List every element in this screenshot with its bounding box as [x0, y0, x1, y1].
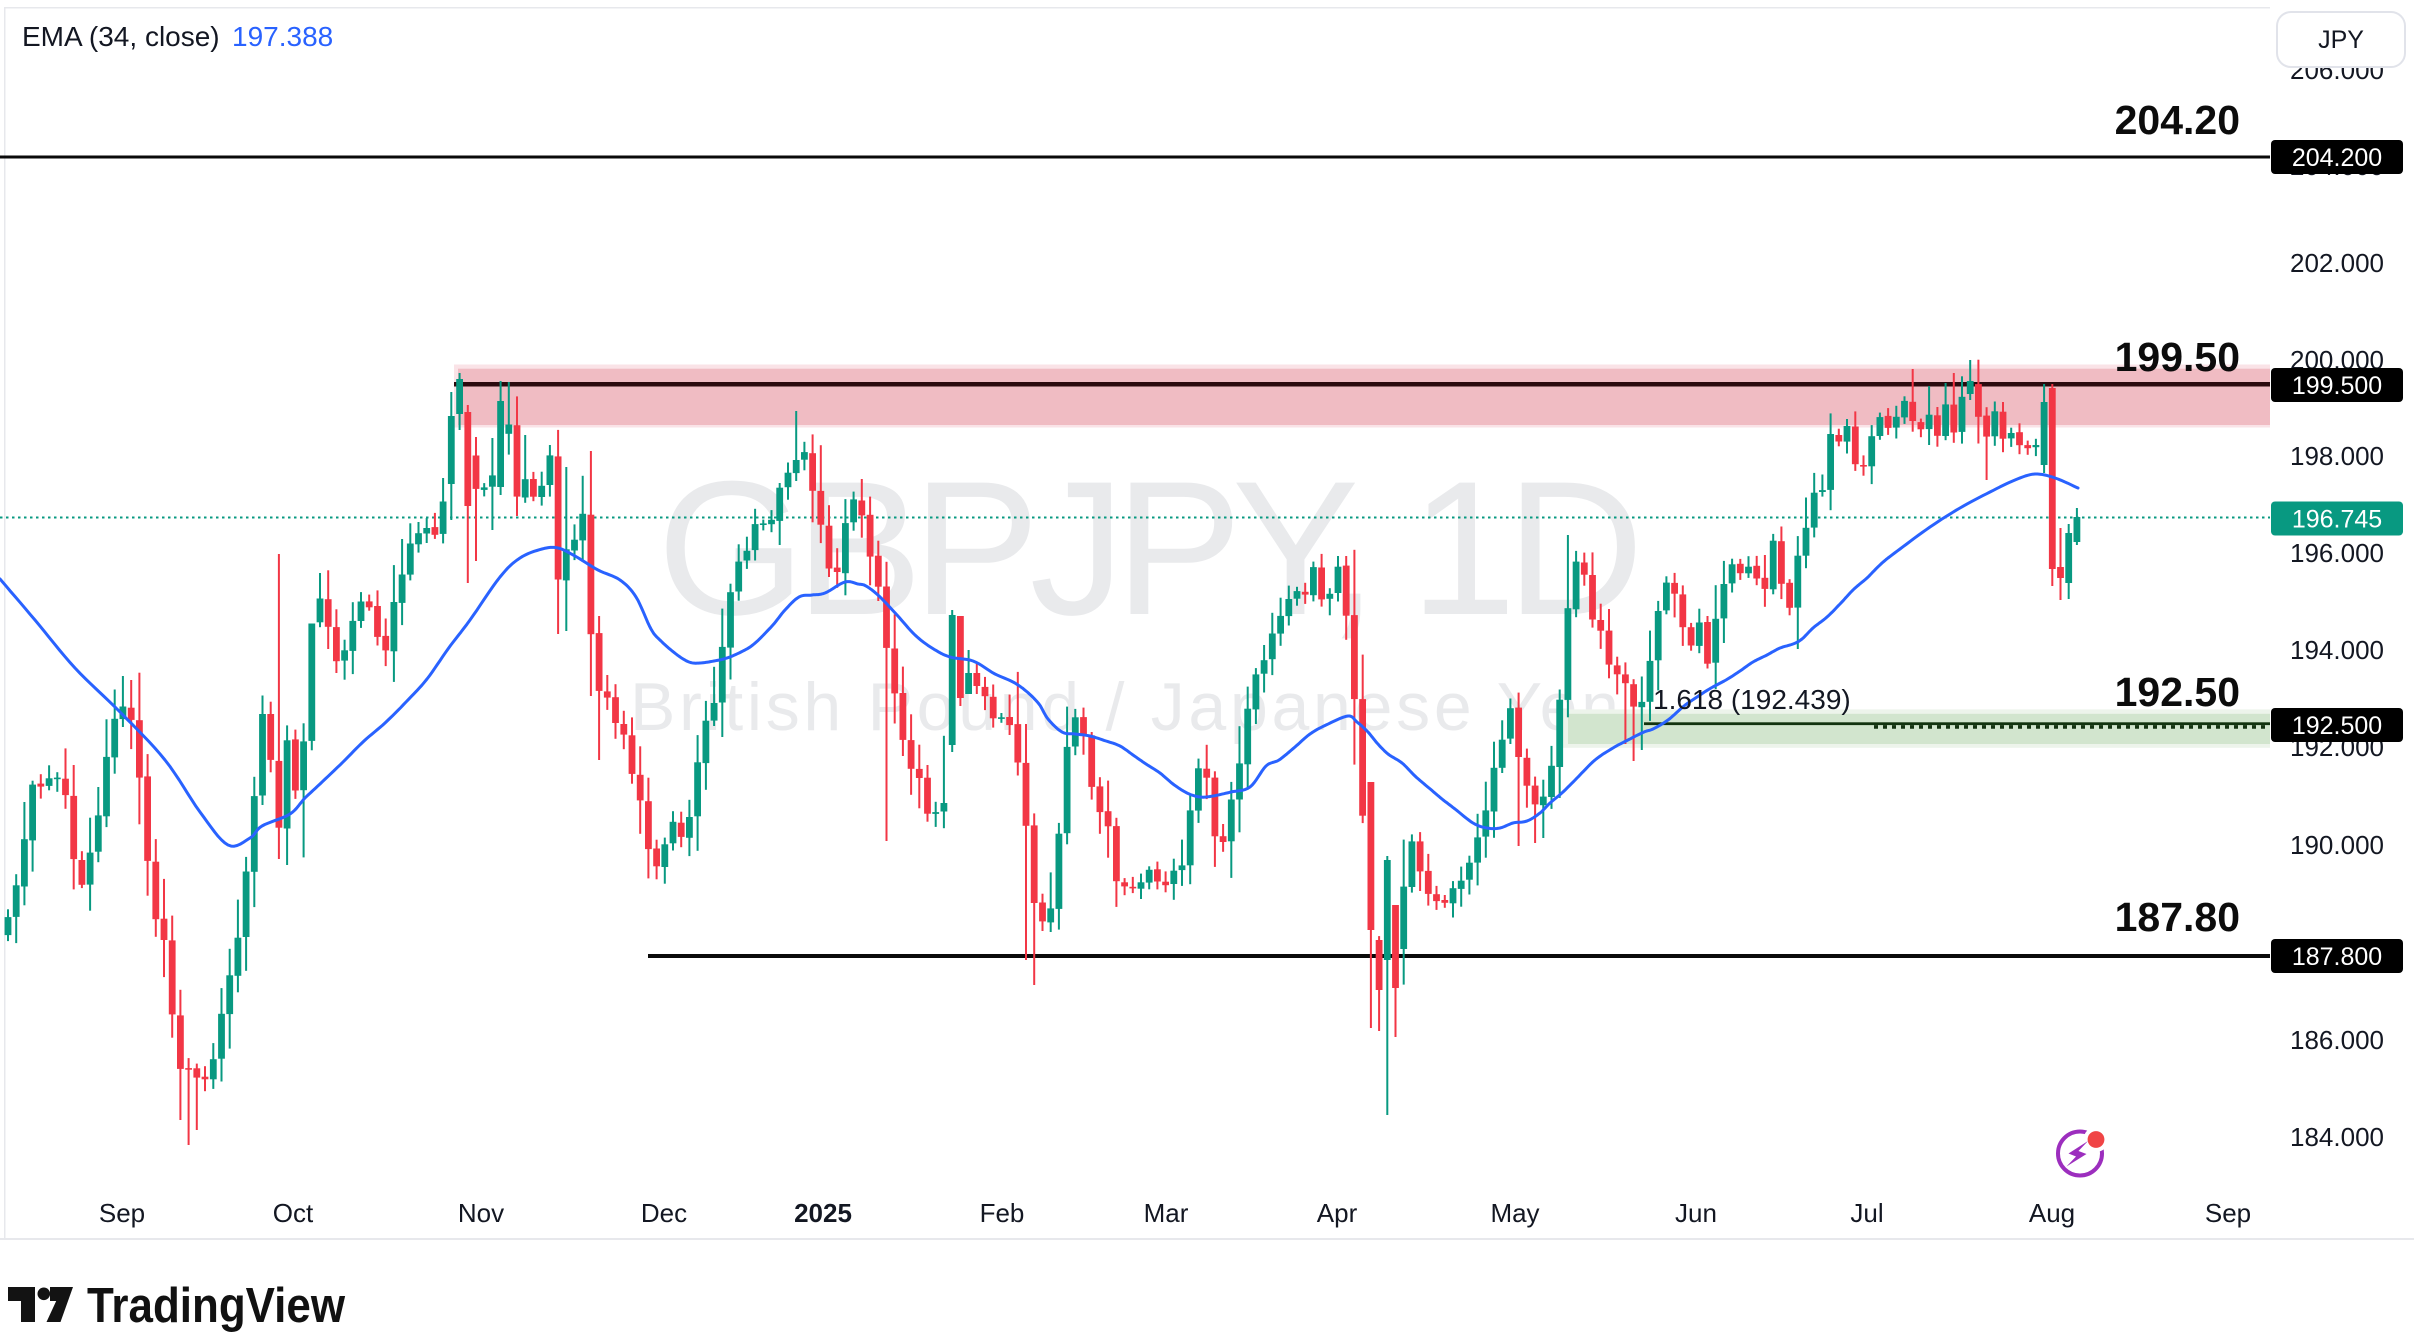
- svg-text:194.000: 194.000: [2290, 635, 2384, 665]
- svg-text:Mar: Mar: [1144, 1198, 1189, 1228]
- svg-text:Jul: Jul: [1850, 1198, 1883, 1228]
- svg-text:196.745: 196.745: [2292, 506, 2382, 534]
- svg-text:197.388: 197.388: [232, 21, 333, 52]
- svg-text:GBPJPY, 1D: GBPJPY, 1D: [657, 442, 1644, 655]
- svg-text:JPY: JPY: [2318, 26, 2364, 54]
- svg-text:Feb: Feb: [980, 1198, 1025, 1228]
- svg-text:199.500: 199.500: [2292, 372, 2382, 400]
- svg-text:Jun: Jun: [1675, 1198, 1717, 1228]
- svg-text:Apr: Apr: [1317, 1198, 1358, 1228]
- svg-text:Sep: Sep: [99, 1198, 145, 1228]
- svg-text:184.000: 184.000: [2290, 1122, 2384, 1152]
- svg-text:2025: 2025: [794, 1198, 852, 1228]
- svg-text:196.000: 196.000: [2290, 538, 2384, 568]
- svg-text:190.000: 190.000: [2290, 830, 2384, 860]
- svg-text:198.000: 198.000: [2290, 441, 2384, 471]
- svg-text:Nov: Nov: [458, 1198, 504, 1228]
- svg-text:187.800: 187.800: [2292, 943, 2382, 971]
- svg-text:186.000: 186.000: [2290, 1025, 2384, 1055]
- svg-text:1.618 (192.439): 1.618 (192.439): [1653, 684, 1851, 715]
- svg-text:Aug: Aug: [2029, 1198, 2075, 1228]
- svg-text:Oct: Oct: [273, 1198, 314, 1228]
- svg-text:204.20: 204.20: [2115, 97, 2240, 143]
- svg-text:199.50: 199.50: [2115, 334, 2240, 380]
- svg-text:Sep: Sep: [2205, 1198, 2251, 1228]
- svg-text:EMA (34, close): EMA (34, close): [22, 21, 220, 52]
- svg-text:202.000: 202.000: [2290, 248, 2384, 278]
- svg-text:TradingView: TradingView: [87, 1279, 346, 1333]
- svg-text:204.200: 204.200: [2292, 144, 2382, 172]
- svg-text:May: May: [1490, 1198, 1539, 1228]
- svg-text:192.50: 192.50: [2115, 669, 2240, 715]
- svg-text:192.500: 192.500: [2292, 712, 2382, 740]
- svg-text:Dec: Dec: [641, 1198, 687, 1228]
- svg-text:187.80: 187.80: [2115, 894, 2240, 940]
